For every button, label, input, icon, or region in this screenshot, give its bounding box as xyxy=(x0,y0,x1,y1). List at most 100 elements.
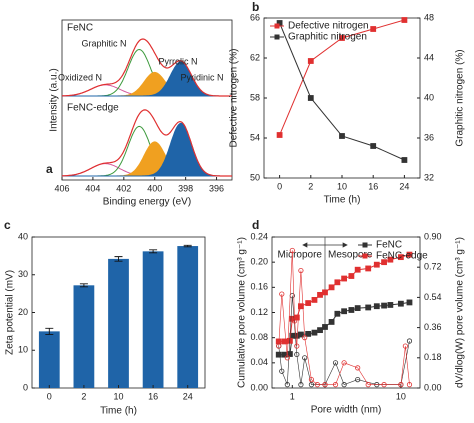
marker xyxy=(387,302,394,308)
marker xyxy=(311,297,318,303)
marker xyxy=(305,330,312,337)
marker xyxy=(289,247,295,254)
x-axis-label: Pore width (nm) xyxy=(311,405,382,416)
marker xyxy=(348,273,355,279)
y-tick-label: 0.08 xyxy=(250,332,268,342)
marker xyxy=(406,299,413,306)
y-tick-label: 10 xyxy=(18,345,28,355)
marker xyxy=(354,266,361,273)
y-tick-label: 54 xyxy=(250,132,260,142)
y-tick-label: 0.36 xyxy=(424,322,442,332)
x-tick-label: 406 xyxy=(54,183,69,193)
marker xyxy=(355,377,361,383)
y2-axis-label: Graphitic nitrogen (%) xyxy=(455,49,466,146)
y-tick-label: 0.12 xyxy=(250,307,268,317)
panel-letter: b xyxy=(252,0,259,14)
component-label: Pyridinic N xyxy=(180,72,223,82)
marker xyxy=(317,327,323,334)
x-tick-label: 398 xyxy=(178,183,193,193)
region-label: Mesopore xyxy=(328,250,373,261)
marker xyxy=(302,335,308,341)
plot-frame xyxy=(61,19,233,181)
series-line xyxy=(278,295,410,385)
marker xyxy=(302,355,308,361)
legend-marker xyxy=(362,253,368,259)
bar xyxy=(38,331,60,388)
marker xyxy=(370,143,377,149)
marker xyxy=(276,132,283,138)
marker xyxy=(348,307,355,313)
x-axis-label: Binding energy (eV) xyxy=(103,197,191,208)
series-line xyxy=(278,250,410,385)
marker xyxy=(307,95,314,101)
y-tick-label: 36 xyxy=(424,132,434,142)
y-tick-label: 0.90 xyxy=(424,231,442,241)
y-tick-label: 30 xyxy=(18,269,28,279)
legend-label: FeNC-edge xyxy=(376,251,428,262)
envelope xyxy=(61,38,232,97)
x-tick-label: 2 xyxy=(308,181,313,191)
y-tick-label: 50 xyxy=(250,172,260,182)
error-bar xyxy=(149,249,158,254)
error-bar xyxy=(183,244,192,248)
error-bar xyxy=(79,283,88,288)
x-tick-label: 10 xyxy=(113,391,123,401)
x-tick-label: 1 xyxy=(290,391,295,401)
x-tick-label: 404 xyxy=(85,183,100,193)
y-tick-label: 0.04 xyxy=(250,357,268,367)
error-bar xyxy=(45,327,54,335)
y-tick-label: 66 xyxy=(250,12,260,22)
marker xyxy=(332,382,339,388)
bar xyxy=(73,285,95,388)
marker xyxy=(314,382,320,388)
y-tick-label: 44 xyxy=(424,52,434,62)
marker xyxy=(370,26,377,32)
legend-label: Graphitic nitrogen xyxy=(288,32,367,43)
x-tick-label: 16 xyxy=(148,391,158,401)
region-label: Micropore xyxy=(278,250,323,261)
legend-marker xyxy=(274,34,280,40)
marker xyxy=(381,259,387,266)
y-axis-label: Zeta potential (mV) xyxy=(5,270,16,355)
envelope xyxy=(61,109,232,177)
marker xyxy=(298,331,304,338)
y-tick-label: 0.54 xyxy=(424,292,442,302)
marker xyxy=(341,308,348,315)
panel-letter: c xyxy=(4,218,11,232)
marker xyxy=(322,324,328,330)
marker xyxy=(401,157,408,163)
y-tick-label: 0.00 xyxy=(250,382,268,392)
marker xyxy=(397,300,404,307)
error-bar xyxy=(114,256,123,262)
marker xyxy=(381,382,387,388)
marker xyxy=(355,365,361,371)
marker xyxy=(281,351,288,358)
marker xyxy=(365,382,371,388)
marker xyxy=(328,284,335,291)
y-tick-label: 40 xyxy=(18,231,28,241)
marker xyxy=(406,251,413,258)
spectrum-label: FeNC-edge xyxy=(67,103,119,114)
marker xyxy=(317,291,323,298)
y2-axis-label: dV/dlog(W) pore volume (cm³ g⁻¹) xyxy=(455,237,466,388)
marker xyxy=(373,303,380,310)
y-tick-label: 32 xyxy=(424,172,434,182)
marker xyxy=(339,35,345,41)
y-tick-label: 0 xyxy=(23,382,28,392)
marker xyxy=(339,133,345,139)
marker xyxy=(406,382,413,388)
x-tick-label: 0 xyxy=(47,391,52,401)
x-tick-label: 400 xyxy=(147,183,162,193)
marker xyxy=(298,303,304,310)
marker xyxy=(334,279,341,286)
marker xyxy=(311,329,318,336)
bar xyxy=(177,246,199,388)
x-tick-label: 0 xyxy=(277,181,282,191)
marker xyxy=(294,351,300,358)
marker xyxy=(308,377,315,383)
series-line xyxy=(278,254,410,342)
component-label: Oxidized N xyxy=(58,72,102,82)
panel-letter: d xyxy=(252,218,259,232)
x-tick-label: 396 xyxy=(209,183,224,193)
